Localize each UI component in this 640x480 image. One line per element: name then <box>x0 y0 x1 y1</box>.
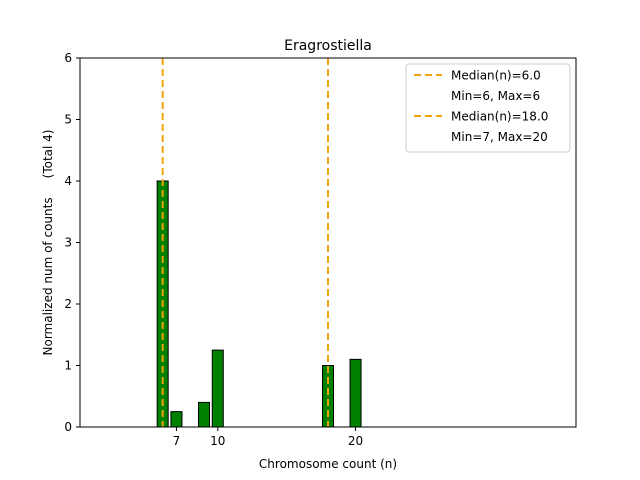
y-tick-label-1: 1 <box>64 359 72 373</box>
bar-20 <box>349 358 362 428</box>
x-axis: 7 10 20 <box>173 427 363 448</box>
y-tick-label-4: 4 <box>64 174 72 188</box>
legend-label-3: Min=7, Max=20 <box>451 130 548 144</box>
y-tick-label-5: 5 <box>64 113 72 127</box>
bar-18 <box>321 365 335 428</box>
x-tick-label-20: 20 <box>348 434 363 448</box>
y-tick-label-3: 3 <box>64 236 72 250</box>
median-lines-layer <box>161 58 329 427</box>
legend-label-1: Min=6, Max=6 <box>451 89 540 103</box>
x-axis-title: Chromosome count (n) <box>259 457 397 471</box>
legend-entries: Median(n)=6.0 Min=6, Max=6 Median(n)=18.0 M… <box>414 69 548 144</box>
chart-title: Eragrostiella <box>284 38 372 54</box>
y-tick-label-2: 2 <box>64 297 72 311</box>
x-tick-label-10: 10 <box>210 434 225 448</box>
legend-label-2: Median(n)=18.0 <box>451 110 548 124</box>
legend-label-0: Median(n)=6.0 <box>451 69 541 83</box>
bar-7 <box>170 411 183 428</box>
legend: Median(n)=6.0 Min=6, Max=6 Median(n)=18.0 M… <box>405 63 571 153</box>
y-axis: 0 1 2 3 4 5 6 <box>64 51 80 434</box>
y-axis-title: Normalized num of counts (Total 4) <box>41 130 55 356</box>
y-tick-label-0: 0 <box>64 420 72 434</box>
legend-box <box>405 63 571 153</box>
x-tick-label-7: 7 <box>173 434 181 448</box>
bar-9 <box>197 401 211 428</box>
y-tick-label-6: 6 <box>64 51 72 65</box>
bar-10 <box>211 349 224 428</box>
